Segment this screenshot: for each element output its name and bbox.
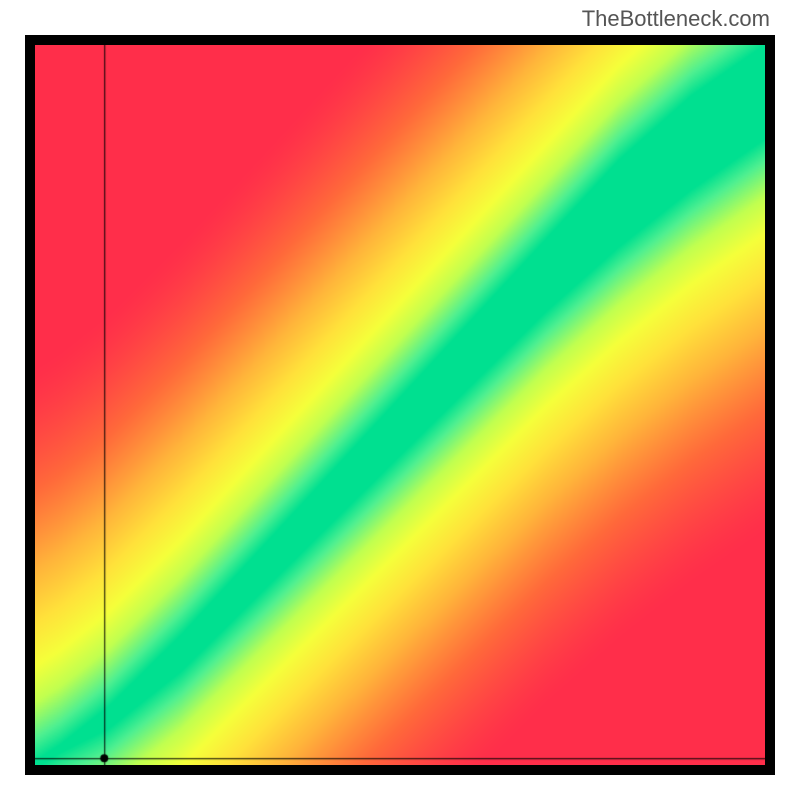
heatmap-plot xyxy=(35,45,765,765)
plot-frame xyxy=(25,35,775,775)
heatmap-canvas xyxy=(35,45,765,765)
chart-container: TheBottleneck.com xyxy=(0,0,800,800)
watermark-text: TheBottleneck.com xyxy=(582,6,770,32)
